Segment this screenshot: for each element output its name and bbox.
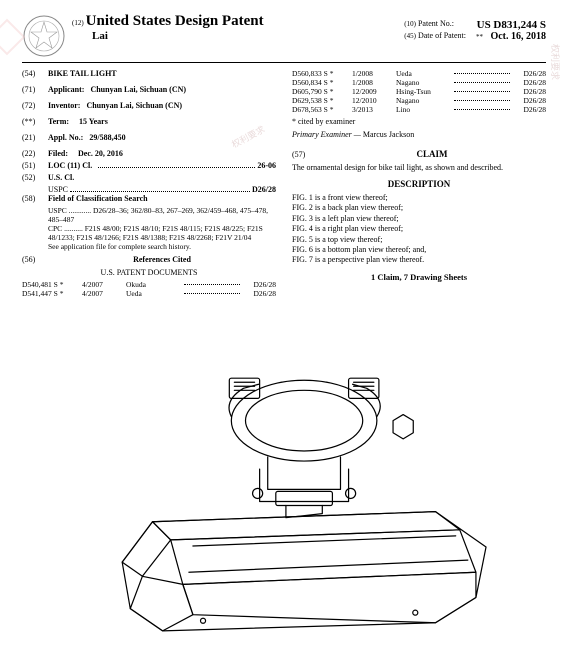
refs-table-left: D540,481 S *4/2007OkudaD26/28D541,447 S …: [22, 280, 276, 298]
examiner-name: Marcus Jackson: [363, 130, 414, 139]
loc-value: 26-06: [257, 161, 276, 171]
reference-row: D560,833 S *1/2008Ueda D26/28: [292, 69, 546, 78]
inventor-surname: Lai: [92, 30, 264, 42]
ref-date: 1/2008: [352, 69, 396, 78]
ref-class: D26/28: [512, 78, 546, 87]
claim-text: The ornamental design for bike tail ligh…: [292, 163, 546, 173]
patent-no-label: (10) Patent No.:: [404, 19, 454, 31]
refs-row: (56) References Cited: [22, 255, 276, 265]
ref-class: D26/28: [242, 280, 276, 289]
invention-title-row: (54) BIKE TAIL LIGHT: [22, 69, 276, 79]
loc-row: (51) LOC (11) Cl. 26-06: [22, 161, 276, 171]
us-seal-icon: [22, 14, 66, 58]
refs-table-right: D560,833 S *1/2008UedaD26/28D560,834 S *…: [292, 69, 546, 114]
examiner-row: Primary Examiner — Marcus Jackson: [292, 130, 546, 140]
patent-drawing: [50, 360, 538, 643]
header-main: (12) United States Design Patent Lai (10…: [72, 14, 546, 42]
cited-note: * cited by examiner: [292, 117, 546, 127]
refs-subhead: U.S. PATENT DOCUMENTS: [22, 268, 276, 277]
date-label: (45) Date of Patent:: [404, 31, 466, 42]
appl-no: 29/588,450: [89, 133, 125, 142]
ref-class: D26/28: [512, 69, 546, 78]
figure-line: FIG. 3 is a left plan view thereof;: [292, 214, 546, 224]
patent-no-row: (10) Patent No.: US D831,244 S: [404, 19, 546, 31]
patent-date: ** Oct. 16, 2018: [476, 31, 546, 42]
search-row: (58) Field of Classification Search: [22, 194, 276, 204]
ref-name: Hsing-Tsun: [396, 87, 452, 96]
seal-svg: [22, 14, 66, 58]
header-code: (12): [72, 19, 84, 27]
patent-page: 权利要求 权利要求 (12) United States Design Pate…: [0, 0, 568, 653]
filed-date: Dec. 20, 2016: [78, 149, 123, 158]
figure-list: FIG. 1 is a front view thereof;FIG. 2 is…: [292, 193, 546, 266]
ref-id: D560,833 S *: [292, 69, 352, 78]
search-note: See application file for complete search…: [48, 242, 276, 251]
watermark-side: 权利要求: [549, 44, 562, 80]
ref-date: 12/2009: [352, 87, 396, 96]
bike-tail-light-drawing: [50, 360, 538, 643]
ref-id: D541,447 S *: [22, 289, 82, 298]
patent-header: (12) United States Design Patent Lai (10…: [22, 14, 546, 63]
ref-class: D26/28: [242, 289, 276, 298]
reference-row: D560,834 S *1/2008Nagano D26/28: [292, 78, 546, 87]
uscl-sub-row: USPC D26/28: [48, 185, 276, 194]
reference-row: D678,563 S *3/2013Lino D26/28: [292, 105, 546, 114]
search-cpc: CPC .......... F21S 48/00; F21S 48/10; F…: [48, 224, 276, 242]
figure-line: FIG. 5 is a top view thereof;: [292, 235, 546, 245]
ref-date: 4/2007: [82, 280, 126, 289]
ref-name: Okuda: [126, 280, 182, 289]
applicant-name: Chunyan Lai, Sichuan (CN): [90, 85, 186, 94]
patent-title: United States Design Patent: [86, 13, 264, 29]
title-block: (12) United States Design Patent Lai: [72, 14, 264, 42]
ref-id: D560,834 S *: [292, 78, 352, 87]
figure-line: FIG. 7 is a perspective plan view thereo…: [292, 255, 546, 265]
left-column: (54) BIKE TAIL LIGHT (71) Applicant: Chu…: [22, 69, 276, 298]
applicant-row: (71) Applicant: Chunyan Lai, Sichuan (CN…: [22, 85, 276, 95]
filed-row: (22) Filed: Dec. 20, 2016: [22, 149, 276, 159]
uscl-value: D26/28: [252, 185, 276, 194]
patent-no: US D831,244 S: [477, 19, 546, 31]
figure-line: FIG. 6 is a bottom plan view thereof; an…: [292, 245, 546, 255]
ref-id: D678,563 S *: [292, 105, 352, 114]
term-row: (**) Term: 15 Years: [22, 117, 276, 127]
right-column: D560,833 S *1/2008UedaD26/28D560,834 S *…: [292, 69, 546, 298]
figure-line: FIG. 4 is a right plan view thereof;: [292, 224, 546, 234]
description-heading: DESCRIPTION: [292, 179, 546, 189]
ref-id: D629,538 S *: [292, 96, 352, 105]
ref-name: Nagano: [396, 78, 452, 87]
reference-row: D629,538 S *12/2010Nagano D26/28: [292, 96, 546, 105]
patent-date-row: (45) Date of Patent: ** Oct. 16, 2018: [404, 31, 546, 42]
search-uspc: USPC ............ D26/28–36; 362/80–83, …: [48, 206, 276, 224]
reference-row: D541,447 S *4/2007Ueda D26/28: [22, 289, 276, 298]
invention-title: BIKE TAIL LIGHT: [48, 69, 117, 79]
ref-name: Ueda: [396, 69, 452, 78]
ref-date: 1/2008: [352, 78, 396, 87]
inventor-row: (72) Inventor: Chunyan Lai, Sichuan (CN): [22, 101, 276, 111]
inventor-name: Chunyan Lai, Sichuan (CN): [86, 101, 182, 110]
ref-date: 3/2013: [352, 105, 396, 114]
ref-class: D26/28: [512, 96, 546, 105]
header-top-row: (12) United States Design Patent Lai (10…: [72, 14, 546, 42]
ref-class: D26/28: [512, 105, 546, 114]
claim-heading: CLAIM: [318, 149, 546, 159]
ref-id: D605,790 S *: [292, 87, 352, 96]
term-value: 15 Years: [79, 117, 108, 126]
body-columns: (54) BIKE TAIL LIGHT (71) Applicant: Chu…: [22, 69, 546, 298]
reference-row: D540,481 S *4/2007Okuda D26/28: [22, 280, 276, 289]
claims-summary: 1 Claim, 7 Drawing Sheets: [292, 272, 546, 282]
ref-name: Ueda: [126, 289, 182, 298]
figure-line: FIG. 2 is a back plan view thereof;: [292, 203, 546, 213]
claim-head-row: (57) CLAIM: [292, 143, 546, 163]
ref-name: Lino: [396, 105, 452, 114]
ref-date: 4/2007: [82, 289, 126, 298]
appl-no-row: (21) Appl. No.: 29/588,450: [22, 133, 276, 143]
ref-date: 12/2010: [352, 96, 396, 105]
ref-name: Nagano: [396, 96, 452, 105]
uscl-row: (52) U.S. Cl.: [22, 173, 276, 183]
ref-class: D26/28: [512, 87, 546, 96]
header-right: (10) Patent No.: US D831,244 S (45) Date…: [404, 19, 546, 42]
ref-id: D540,481 S *: [22, 280, 82, 289]
reference-row: D605,790 S *12/2009Hsing-Tsun D26/28: [292, 87, 546, 96]
figure-line: FIG. 1 is a front view thereof;: [292, 193, 546, 203]
